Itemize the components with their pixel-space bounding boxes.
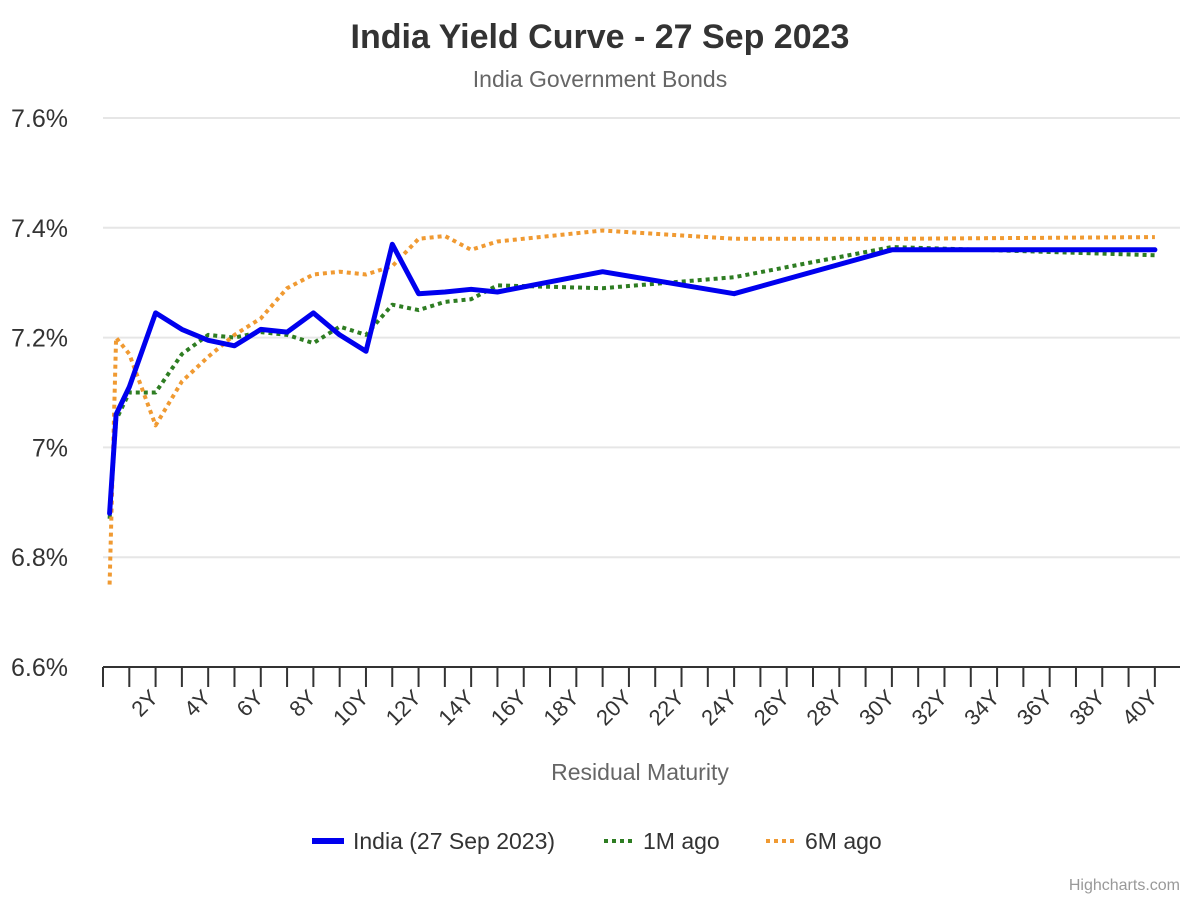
- x-tick-label: 38Y: [1064, 685, 1110, 731]
- x-tick-label: 4Y: [179, 685, 216, 722]
- x-tick-label: 34Y: [959, 685, 1005, 731]
- series-line-2[interactable]: [107, 228, 1155, 585]
- x-tick-label: 22Y: [644, 685, 690, 731]
- legend-item-1[interactable]: 1M ago: [604, 828, 720, 854]
- x-tick-label: 10Y: [328, 685, 374, 731]
- x-tick-label: 16Y: [486, 685, 532, 731]
- x-tick-label: 26Y: [749, 685, 795, 731]
- y-tick-label: 7.2%: [11, 325, 68, 353]
- chart-subtitle: India Government Bonds: [473, 66, 727, 92]
- y-tick-label: 7%: [32, 434, 68, 462]
- legend-item-2[interactable]: 6M ago: [766, 828, 882, 854]
- x-tick-label: 20Y: [591, 685, 637, 731]
- y-axis: 6.6% 6.8% 7% 7.2% 7.4% 7.6%: [11, 105, 68, 682]
- y-tick-label: 7.6%: [11, 105, 68, 133]
- series-line-0[interactable]: [107, 241, 1158, 516]
- series-line-1[interactable]: [107, 245, 1155, 519]
- legend-item-0[interactable]: India (27 Sep 2023): [312, 828, 555, 854]
- x-tick-label: 28Y: [801, 685, 847, 731]
- x-tick-label: 8Y: [284, 685, 321, 722]
- x-axis: 2Y 4Y 6Y 8Y 10Y 12Y 14Y 16Y 18Y 20Y 22Y 24Y 26Y 28Y 30…: [102, 666, 1180, 731]
- x-tick-label: 32Y: [907, 685, 953, 731]
- x-tick-label: 40Y: [1117, 685, 1163, 731]
- legend-label: India (27 Sep 2023): [353, 828, 555, 854]
- x-axis-title: Residual Maturity: [551, 759, 729, 785]
- x-tick-label: 30Y: [854, 685, 900, 731]
- chart-title: India Yield Curve - 27 Sep 2023: [351, 18, 850, 56]
- x-tick-label: 6Y: [232, 685, 269, 722]
- legend-label: 6M ago: [805, 828, 882, 854]
- grid-lines: [103, 117, 1180, 559]
- y-tick-label: 6.8%: [11, 544, 68, 572]
- x-tick-label: 18Y: [539, 685, 585, 731]
- x-tick-label: 12Y: [381, 685, 427, 731]
- x-tick-label: 36Y: [1012, 685, 1058, 731]
- legend: India (27 Sep 2023) 1M ago 6M ago: [312, 828, 882, 854]
- y-tick-label: 7.4%: [11, 215, 68, 243]
- legend-label: 1M ago: [643, 828, 720, 854]
- credits-link[interactable]: Highcharts.com: [1069, 877, 1180, 894]
- series-lines: [107, 228, 1158, 585]
- x-tick-label: 14Y: [433, 685, 479, 731]
- x-tick-label: 24Y: [696, 685, 742, 731]
- x-tick-label: 2Y: [126, 685, 163, 722]
- y-tick-label: 6.6%: [11, 654, 68, 682]
